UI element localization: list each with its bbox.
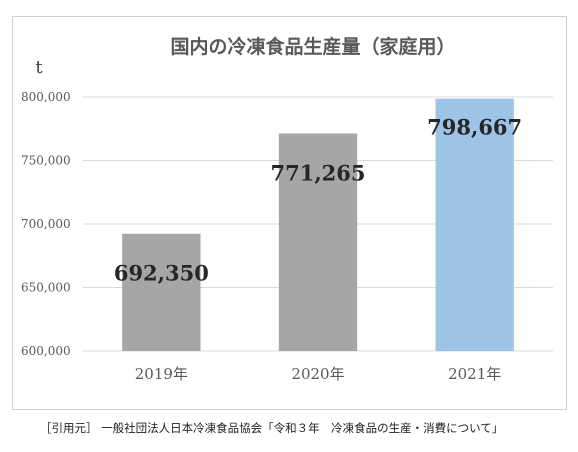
citation-text: ［引用元］ 一般社団法人日本冷凍食品協会「令和３年 冷凍食品の生産・消費について… bbox=[40, 421, 504, 435]
bar-chart: 600,000 650,000 700,000 750,000 800,000 2019… bbox=[21, 35, 553, 383]
chart-frame: 600,000 650,000 700,000 750,000 800,000 2019… bbox=[12, 16, 567, 410]
data-label: 771,265 bbox=[271, 160, 366, 185]
x-tick-label: 2020年 bbox=[291, 365, 344, 383]
bar bbox=[435, 98, 514, 352]
y-tick-label: 700,000 bbox=[21, 217, 71, 231]
data-label: 798,667 bbox=[427, 115, 522, 140]
y-tick-label: 750,000 bbox=[21, 154, 71, 168]
chart-title: 国内の冷凍食品生産量（家庭用） bbox=[170, 35, 455, 58]
y-tick-label: 650,000 bbox=[21, 281, 71, 295]
x-tick-label: 2021年 bbox=[448, 365, 501, 383]
bars bbox=[122, 98, 514, 352]
bar bbox=[122, 233, 201, 351]
y-axis-unit-label: t bbox=[35, 57, 43, 78]
data-label: 692,350 bbox=[114, 261, 209, 286]
data-labels: 692,350 771,265 798,667 bbox=[114, 115, 522, 286]
x-axis-ticks: 2019年 2020年 2021年 bbox=[135, 365, 502, 383]
y-axis-ticks: 600,000 650,000 700,000 750,000 800,000 bbox=[21, 90, 71, 358]
bar bbox=[278, 133, 358, 351]
y-tick-label: 800,000 bbox=[21, 90, 71, 104]
x-tick-label: 2019年 bbox=[135, 365, 188, 383]
y-tick-label: 600,000 bbox=[21, 344, 71, 358]
